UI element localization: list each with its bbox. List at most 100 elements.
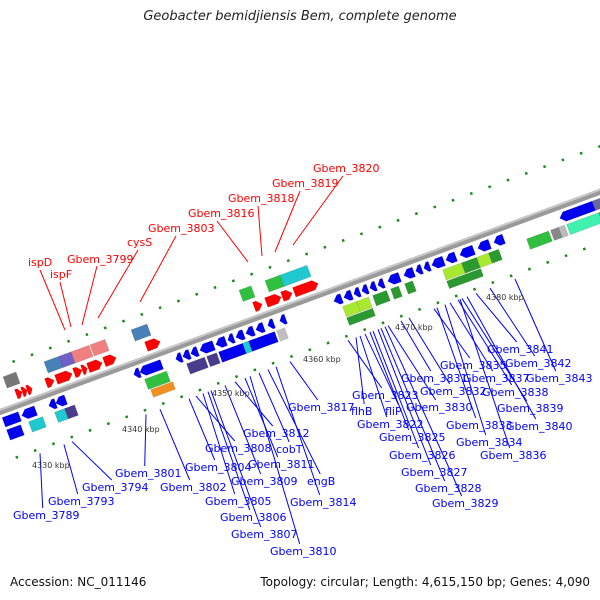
gene-feature[interactable] <box>54 369 73 385</box>
gene-feature[interactable] <box>138 359 164 377</box>
gene-label[interactable]: Gbem_3825 <box>379 431 445 444</box>
gene-feature[interactable] <box>430 255 446 270</box>
gene-feature[interactable] <box>89 339 110 357</box>
gene-feature[interactable] <box>342 289 354 302</box>
gene-feature[interactable] <box>47 398 58 411</box>
gene-label[interactable]: Gbem_3835 <box>440 359 506 372</box>
gene-label[interactable]: Gbem_3810 <box>270 545 336 558</box>
gene-label[interactable]: Gbem_3789 <box>13 509 79 522</box>
gene-feature[interactable] <box>20 386 28 398</box>
gene-feature[interactable] <box>181 348 192 361</box>
gene-feature[interactable] <box>20 405 38 421</box>
gene-feature[interactable] <box>25 384 33 396</box>
gene-label[interactable]: Gbem_3822 <box>357 418 423 431</box>
gene-label[interactable]: Gbem_3801 <box>115 467 181 480</box>
gene-label[interactable]: Gbem_3799 <box>67 253 133 266</box>
gene-label[interactable]: Gbem_3842 <box>505 357 571 370</box>
gene-label[interactable]: ispD <box>28 256 52 269</box>
gene-feature[interactable] <box>444 251 458 265</box>
gene-feature[interactable] <box>292 279 319 298</box>
gene-feature[interactable] <box>360 283 370 296</box>
gene-feature[interactable] <box>102 353 117 368</box>
gene-label[interactable]: engB <box>307 475 335 488</box>
gene-feature[interactable] <box>28 416 47 433</box>
gene-label[interactable]: Gbem_3838 <box>482 386 548 399</box>
gene-label[interactable]: ispF <box>50 268 72 281</box>
gene-feature[interactable] <box>150 381 176 398</box>
gene-feature[interactable] <box>446 268 484 290</box>
gene-label[interactable]: Gbem_3832 <box>420 385 486 398</box>
gene-feature[interactable] <box>264 292 282 308</box>
gene-label[interactable]: Gbem_3818 <box>228 192 294 205</box>
gene-feature[interactable] <box>234 329 246 342</box>
gene-feature[interactable] <box>376 277 386 290</box>
gene-feature[interactable] <box>226 332 236 345</box>
gene-label[interactable]: flhB <box>351 405 372 418</box>
gene-feature[interactable] <box>72 365 83 379</box>
gene-feature[interactable] <box>64 404 79 420</box>
gene-label[interactable]: Gbem_3817 <box>288 401 354 414</box>
gene-label[interactable]: Gbem_3843 <box>526 372 592 385</box>
gene-feature[interactable] <box>404 280 417 295</box>
gene-feature[interactable] <box>244 325 256 338</box>
gene-label[interactable]: Gbem_3807 <box>231 528 297 541</box>
gene-label[interactable]: Gbem_3804 <box>185 461 251 474</box>
gene-feature[interactable] <box>268 331 279 345</box>
gene-feature[interactable] <box>591 197 600 211</box>
gene-label[interactable]: cysS <box>127 236 152 249</box>
gene-label[interactable]: Gbem_3794 <box>82 481 148 494</box>
gene-label[interactable]: Gbem_3829 <box>432 497 498 510</box>
gene-label[interactable]: Gbem_3826 <box>389 449 455 462</box>
gene-label[interactable]: Gbem_3802 <box>160 481 226 494</box>
gene-feature[interactable] <box>14 387 23 400</box>
gene-feature[interactable] <box>558 224 569 238</box>
gene-feature[interactable] <box>536 230 553 247</box>
gene-feature[interactable] <box>238 285 256 302</box>
gene-feature[interactable] <box>356 296 373 313</box>
gene-feature[interactable] <box>86 358 103 373</box>
gene-label[interactable]: Gbem_3806 <box>220 511 286 524</box>
gene-label[interactable]: Gbem_3834 <box>456 436 522 449</box>
gene-label[interactable]: cobT <box>276 443 303 456</box>
gene-label[interactable]: Gbem_3837 <box>463 372 529 385</box>
gene-feature[interactable] <box>368 280 378 293</box>
gene-feature[interactable] <box>414 263 424 276</box>
gene-label[interactable]: Gbem_3831 <box>401 372 467 385</box>
gene-label[interactable]: Gbem_3841 <box>487 343 553 356</box>
gene-feature[interactable] <box>279 264 312 287</box>
gene-feature[interactable] <box>54 394 68 408</box>
gene-feature[interactable] <box>422 260 432 273</box>
gene-label[interactable]: Gbem_3814 <box>290 496 356 509</box>
gene-label[interactable]: Gbem_3828 <box>415 482 481 495</box>
gene-feature[interactable] <box>458 244 476 260</box>
gene-feature[interactable] <box>492 233 506 247</box>
gene-feature[interactable] <box>488 248 503 264</box>
gene-feature[interactable] <box>6 424 25 441</box>
gene-feature[interactable] <box>390 285 403 300</box>
gene-label[interactable]: Gbem_3836 <box>480 449 546 462</box>
gene-feature[interactable] <box>174 351 184 364</box>
gene-label[interactable]: Gbem_3816 <box>188 207 254 220</box>
gene-feature[interactable] <box>372 290 391 307</box>
gene-feature[interactable] <box>352 286 362 299</box>
gene-feature[interactable] <box>276 327 289 342</box>
gene-feature[interactable] <box>346 307 376 326</box>
gene-feature[interactable] <box>566 212 600 236</box>
gene-label[interactable]: Gbem_3819 <box>272 177 338 190</box>
gene-feature[interactable] <box>186 356 209 375</box>
gene-label[interactable]: Gbem_3808 <box>205 442 271 455</box>
gene-feature[interactable] <box>386 271 402 286</box>
gene-feature[interactable] <box>476 238 492 253</box>
gene-feature[interactable] <box>332 293 344 306</box>
gene-feature[interactable] <box>144 337 161 352</box>
gene-feature[interactable] <box>2 371 21 389</box>
gene-label[interactable]: Gbem_3839 <box>497 402 563 415</box>
gene-label[interactable]: Gbem_3827 <box>401 466 467 479</box>
gene-label[interactable]: fliP <box>385 405 402 418</box>
gene-feature[interactable] <box>266 318 276 331</box>
gene-feature[interactable] <box>80 364 88 376</box>
gene-label[interactable]: Gbem_3833 <box>446 419 512 432</box>
gene-label[interactable]: Gbem_3840 <box>506 420 572 433</box>
gene-label[interactable]: Gbem_3830 <box>406 401 472 414</box>
